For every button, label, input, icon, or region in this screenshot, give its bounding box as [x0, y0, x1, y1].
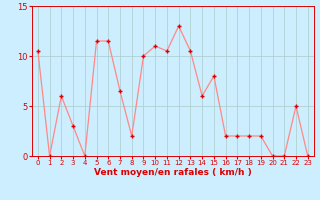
X-axis label: Vent moyen/en rafales ( km/h ): Vent moyen/en rafales ( km/h ) — [94, 168, 252, 177]
